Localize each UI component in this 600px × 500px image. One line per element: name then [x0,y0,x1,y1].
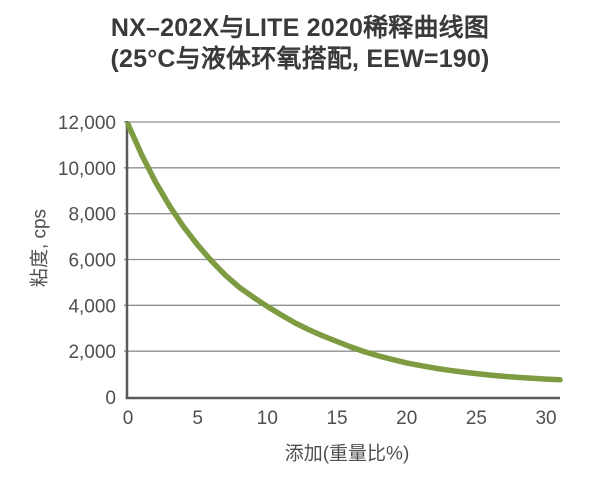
chart-title-block: NX–202X与LITE 2020稀释曲线图 (25°C与液体环氧搭配, EEW… [0,13,600,75]
chart-title: NX–202X与LITE 2020稀释曲线图 [110,14,490,42]
x-tick-label-25: 25 [466,408,487,429]
y-tick-label-10000: 10,000 [58,159,116,180]
x-tick-label-10: 10 [257,408,278,429]
y-tick-label-0: 0 [105,388,116,409]
chart-subtitle: (25°C与液体环氧搭配, EEW=190) [110,45,490,73]
y-tick-label-2000: 2,000 [68,342,116,363]
y-tick-label-12000: 12,000 [58,113,116,134]
y-axis-title: 粘度, cps [29,208,51,288]
x-axis-title: 添加(重量比%) [284,443,410,465]
y-tick-label-6000: 6,000 [68,251,116,272]
x-tick-label-20: 20 [396,408,417,429]
y-tick-label-8000: 8,000 [68,205,116,226]
dilution-curve [125,121,563,383]
x-tick-label-30: 30 [535,408,556,429]
y-tick-label-4000: 4,000 [68,296,116,317]
x-tick-label-5: 5 [192,408,203,429]
x-tick-label-0: 0 [123,408,134,429]
x-tick-label-15: 15 [326,408,347,429]
